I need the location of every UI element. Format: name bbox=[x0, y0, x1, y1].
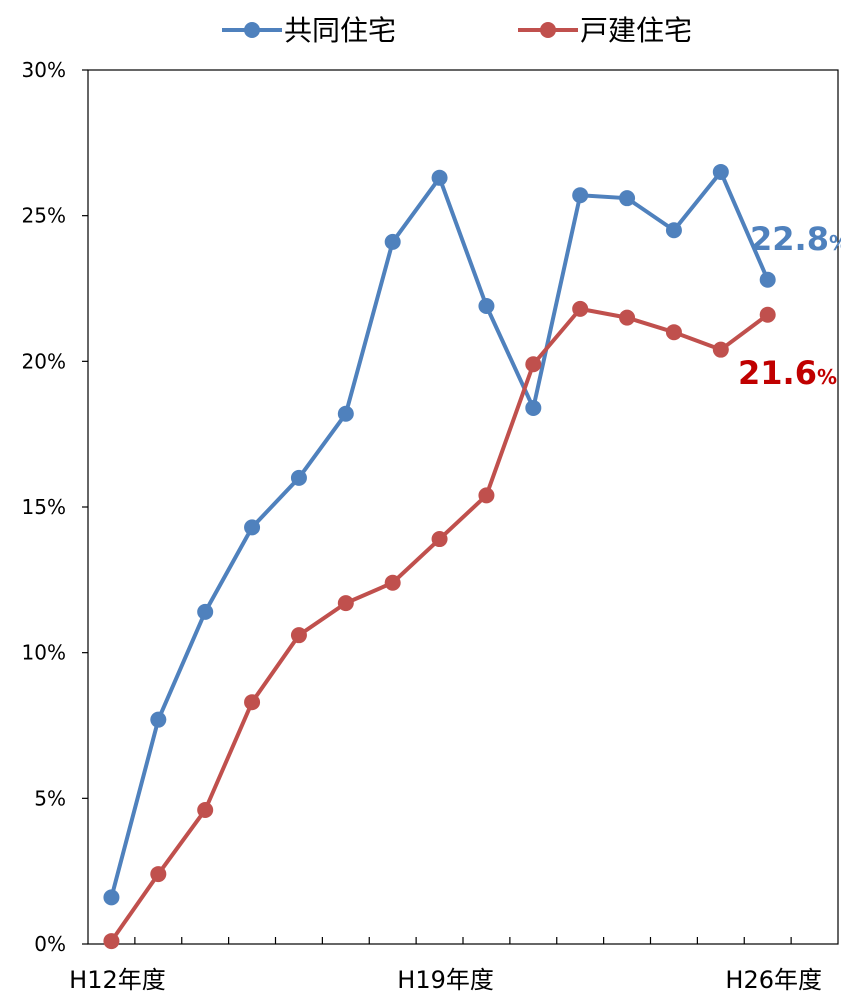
data-point bbox=[103, 889, 120, 906]
legend-marker bbox=[244, 22, 260, 38]
axes: 0% 5% 10% 15% 20% 25% 30% H12年度 H19年度 H26年度 bbox=[22, 58, 839, 994]
legend-label: 戸建住宅 bbox=[580, 14, 692, 47]
y-tick-label: 30% bbox=[22, 58, 66, 82]
data-point bbox=[478, 487, 495, 504]
legend-marker bbox=[540, 22, 556, 38]
series-2 bbox=[103, 300, 776, 950]
data-point bbox=[525, 356, 542, 373]
data-point bbox=[290, 627, 307, 644]
data-point bbox=[431, 531, 448, 548]
data-point bbox=[197, 603, 214, 620]
data-point bbox=[244, 694, 261, 711]
x-tick-label: H26年度 bbox=[725, 966, 822, 994]
data-point bbox=[150, 711, 167, 728]
y-tick-label: 20% bbox=[22, 349, 66, 373]
data-point bbox=[150, 866, 167, 883]
data-point bbox=[337, 595, 354, 612]
y-tick-label: 10% bbox=[22, 641, 66, 665]
data-point bbox=[103, 933, 120, 950]
data-point bbox=[619, 309, 636, 326]
legend: 共同住宅 戸建住宅 bbox=[222, 14, 692, 47]
end-value-label: 21.6% bbox=[738, 354, 837, 392]
data-point bbox=[572, 187, 589, 204]
data-point bbox=[619, 190, 636, 207]
series-layer bbox=[103, 163, 776, 950]
x-tick-label: H12年度 bbox=[69, 966, 166, 994]
series-1 bbox=[103, 163, 776, 906]
y-tick-label: 0% bbox=[34, 932, 66, 956]
data-point bbox=[712, 341, 729, 358]
data-point bbox=[525, 399, 542, 416]
data-point bbox=[197, 801, 214, 818]
data-point bbox=[665, 222, 682, 239]
data-point bbox=[572, 300, 589, 317]
data-point bbox=[665, 324, 682, 341]
data-point bbox=[384, 233, 401, 250]
y-tick-label: 15% bbox=[22, 495, 66, 519]
legend-item: 戸建住宅 bbox=[518, 14, 692, 47]
y-tick-label: 5% bbox=[34, 786, 66, 810]
data-point bbox=[290, 469, 307, 486]
end-value-label: 22.8% bbox=[750, 220, 841, 258]
x-tick-label: H19年度 bbox=[397, 966, 494, 994]
y-tick-label: 25% bbox=[22, 204, 66, 228]
data-point bbox=[478, 297, 495, 314]
data-point bbox=[431, 169, 448, 186]
end-labels: 22.8% 21.6% bbox=[738, 220, 841, 392]
data-point bbox=[244, 519, 261, 536]
legend-label: 共同住宅 bbox=[284, 14, 396, 47]
data-point bbox=[384, 574, 401, 591]
series-line bbox=[109, 306, 769, 943]
data-point bbox=[337, 405, 354, 422]
data-point bbox=[759, 271, 776, 288]
data-point bbox=[759, 306, 776, 323]
data-point bbox=[712, 163, 729, 180]
legend-item: 共同住宅 bbox=[222, 14, 396, 47]
